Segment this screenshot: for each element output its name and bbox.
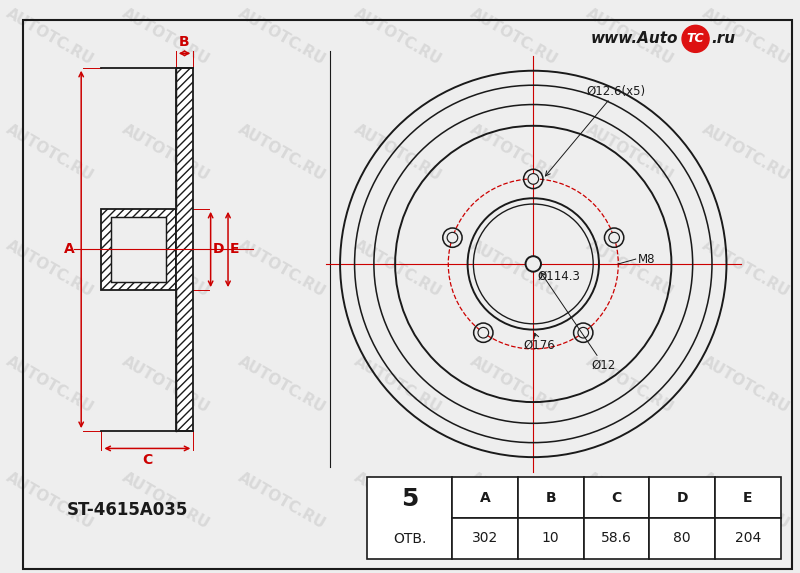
Text: AUTOTC.RU: AUTOTC.RU — [236, 121, 329, 184]
Text: AUTOTC.RU: AUTOTC.RU — [236, 6, 329, 68]
Text: AUTOTC.RU: AUTOTC.RU — [236, 238, 329, 300]
Text: Ø12: Ø12 — [541, 273, 615, 371]
Circle shape — [526, 256, 541, 272]
Text: AUTOTC.RU: AUTOTC.RU — [4, 121, 97, 184]
Text: AUTOTC.RU: AUTOTC.RU — [583, 469, 676, 532]
Text: 80: 80 — [674, 531, 691, 545]
Bar — [649, 518, 715, 559]
Text: AUTOTC.RU: AUTOTC.RU — [699, 238, 792, 300]
Text: E: E — [230, 242, 239, 257]
Text: AUTOTC.RU: AUTOTC.RU — [4, 354, 97, 416]
Text: 5: 5 — [401, 486, 418, 511]
Text: AUTOTC.RU: AUTOTC.RU — [467, 121, 560, 184]
Text: 10: 10 — [542, 531, 559, 545]
Text: AUTOTC.RU: AUTOTC.RU — [467, 469, 560, 532]
Circle shape — [578, 327, 589, 338]
Bar — [176, 68, 194, 431]
Text: C: C — [142, 453, 153, 467]
Bar — [518, 518, 583, 559]
Circle shape — [478, 327, 489, 338]
Text: Ø114.3: Ø114.3 — [537, 270, 580, 282]
Bar — [715, 518, 781, 559]
Bar — [452, 477, 518, 518]
Text: ОТВ.: ОТВ. — [393, 532, 426, 546]
Bar — [583, 518, 649, 559]
Text: AUTOTC.RU: AUTOTC.RU — [583, 238, 676, 300]
Text: .ru: .ru — [711, 32, 735, 46]
Bar — [367, 477, 452, 559]
Bar — [715, 477, 781, 518]
Text: 302: 302 — [472, 531, 498, 545]
Text: AUTOTC.RU: AUTOTC.RU — [120, 469, 213, 532]
Text: www.Auto: www.Auto — [590, 32, 678, 46]
Text: AUTOTC.RU: AUTOTC.RU — [583, 354, 676, 416]
Text: E: E — [743, 490, 753, 505]
Text: AUTOTC.RU: AUTOTC.RU — [352, 121, 445, 184]
Circle shape — [447, 232, 458, 243]
Text: 204: 204 — [734, 531, 761, 545]
Text: AUTOTC.RU: AUTOTC.RU — [352, 6, 445, 68]
Text: AUTOTC.RU: AUTOTC.RU — [467, 6, 560, 68]
Text: A: A — [480, 490, 490, 505]
Bar — [452, 518, 518, 559]
Text: AUTOTC.RU: AUTOTC.RU — [236, 469, 329, 532]
Text: AUTOTC.RU: AUTOTC.RU — [467, 354, 560, 416]
Text: AUTOTC.RU: AUTOTC.RU — [352, 469, 445, 532]
Text: D: D — [676, 490, 688, 505]
Text: AUTOTC.RU: AUTOTC.RU — [120, 238, 213, 300]
Text: 58.6: 58.6 — [601, 531, 632, 545]
Text: AUTOTC.RU: AUTOTC.RU — [4, 469, 97, 532]
Text: ST-4615A035: ST-4615A035 — [67, 501, 188, 519]
Text: Ø12.6(x5): Ø12.6(x5) — [546, 85, 646, 176]
Text: AUTOTC.RU: AUTOTC.RU — [120, 354, 213, 416]
Text: AUTOTC.RU: AUTOTC.RU — [4, 6, 97, 68]
Text: AUTOTC.RU: AUTOTC.RU — [352, 238, 445, 300]
Text: AUTOTC.RU: AUTOTC.RU — [699, 121, 792, 184]
Bar — [102, 209, 176, 290]
Text: B: B — [179, 35, 190, 49]
Text: A: A — [64, 242, 75, 257]
Bar — [111, 217, 166, 282]
Text: AUTOTC.RU: AUTOTC.RU — [699, 6, 792, 68]
Text: M8: M8 — [638, 253, 655, 266]
Text: TC: TC — [686, 32, 704, 45]
Bar — [518, 477, 583, 518]
Text: AUTOTC.RU: AUTOTC.RU — [236, 354, 329, 416]
Text: AUTOTC.RU: AUTOTC.RU — [583, 6, 676, 68]
Text: Ø176: Ø176 — [524, 333, 555, 352]
Text: AUTOTC.RU: AUTOTC.RU — [352, 354, 445, 416]
Text: B: B — [546, 490, 556, 505]
Text: AUTOTC.RU: AUTOTC.RU — [4, 238, 97, 300]
Text: AUTOTC.RU: AUTOTC.RU — [699, 469, 792, 532]
Bar — [583, 477, 649, 518]
Text: AUTOTC.RU: AUTOTC.RU — [120, 121, 213, 184]
Text: AUTOTC.RU: AUTOTC.RU — [120, 6, 213, 68]
Text: D: D — [213, 242, 224, 257]
Text: C: C — [611, 490, 622, 505]
Text: AUTOTC.RU: AUTOTC.RU — [467, 238, 560, 300]
Circle shape — [609, 232, 619, 243]
Bar — [649, 477, 715, 518]
Circle shape — [682, 25, 709, 52]
Text: AUTOTC.RU: AUTOTC.RU — [583, 121, 676, 184]
Text: AUTOTC.RU: AUTOTC.RU — [699, 354, 792, 416]
Circle shape — [528, 174, 538, 185]
